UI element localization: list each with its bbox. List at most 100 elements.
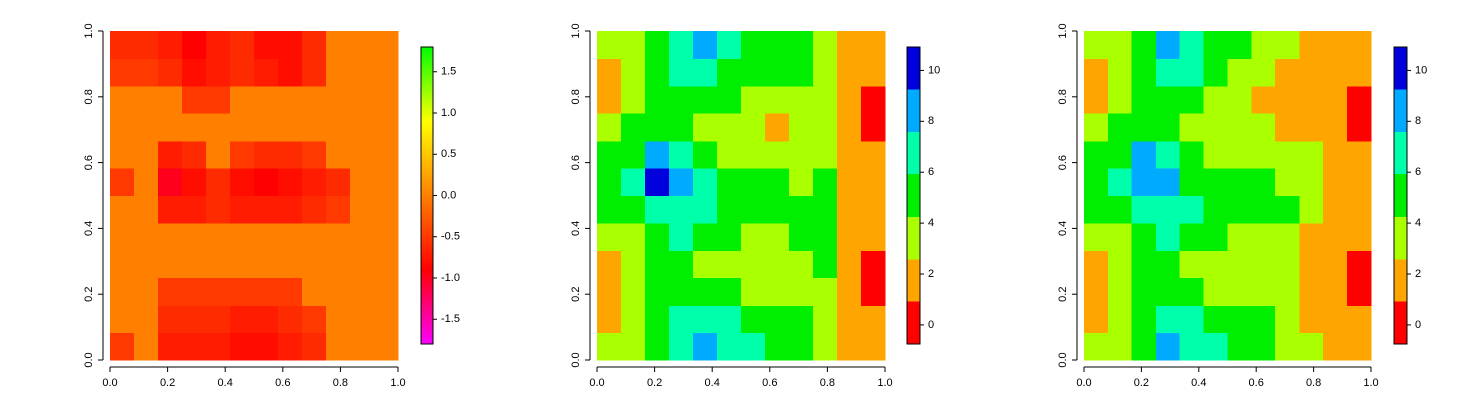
heat-cell	[644, 305, 670, 334]
heat-cell	[597, 250, 622, 279]
heat-cell	[1179, 195, 1205, 224]
heat-cell	[350, 58, 375, 87]
heat-cell	[229, 85, 255, 114]
heat-cell	[1203, 140, 1228, 169]
heat-cell	[741, 332, 766, 361]
colorbar-tick-label: 6	[928, 166, 934, 178]
x-tick-label: 0.4	[705, 377, 720, 389]
heat-cell	[1227, 250, 1253, 279]
heat-cell	[788, 167, 814, 196]
heat-cell	[813, 332, 838, 361]
heat-cell	[669, 195, 694, 224]
heat-cell	[373, 31, 399, 60]
heat-cell	[278, 277, 303, 306]
heat-cell	[860, 195, 886, 224]
colorbar-tick-label: 0	[1415, 319, 1421, 331]
heat-cell	[765, 167, 790, 196]
heat-cell	[693, 113, 718, 142]
heat-cell	[1251, 140, 1276, 169]
heat-cell	[134, 195, 159, 224]
heat-cell	[597, 140, 622, 169]
heat-cell	[765, 195, 790, 224]
heat-cell	[1251, 85, 1276, 114]
heat-cell	[644, 250, 670, 279]
heat-cell	[278, 140, 303, 169]
heat-cell	[1323, 305, 1348, 334]
heat-cell	[110, 305, 135, 334]
x-tick-label: 0.6	[762, 377, 777, 389]
heat-cell	[1299, 58, 1324, 87]
colorbar-frame	[1393, 46, 1408, 345]
heat-cell	[693, 332, 718, 361]
heat-cell	[813, 277, 838, 306]
heat-cell	[301, 85, 327, 114]
heat-cell	[373, 85, 399, 114]
colorbar-tick-label: 10	[1415, 64, 1427, 76]
heat-cell	[1131, 195, 1157, 224]
heatmap	[1084, 31, 1372, 361]
heat-cell	[837, 113, 862, 142]
heat-cell	[157, 250, 183, 279]
x-tick-label: 0.0	[1076, 377, 1091, 389]
heat-cell	[229, 31, 255, 60]
heat-cell	[229, 58, 255, 87]
heat-cell	[326, 167, 351, 196]
heat-cell	[1346, 85, 1372, 114]
heat-cell	[1131, 332, 1157, 361]
heat-cell	[206, 167, 231, 196]
heat-cell	[860, 222, 886, 251]
y-tick-label: 1.0	[1057, 23, 1069, 38]
y-tick-label: 0.8	[83, 89, 95, 104]
heat-cell	[765, 250, 790, 279]
heat-cell	[693, 31, 718, 60]
heat-cell	[1203, 305, 1228, 334]
heat-cell	[1251, 277, 1276, 306]
heat-cell	[278, 85, 303, 114]
heat-cell	[716, 113, 742, 142]
heat-cell	[326, 113, 351, 142]
heat-cell	[373, 58, 399, 87]
heat-cell	[813, 140, 838, 169]
heat-cell	[644, 58, 670, 87]
colorbar-band	[907, 89, 920, 133]
heat-cell	[134, 113, 159, 142]
colorbar-tick-label: 0.5	[441, 148, 456, 160]
heat-cell	[837, 222, 862, 251]
heat-cell	[669, 85, 694, 114]
heat-cell	[1107, 85, 1133, 114]
heat-cell	[693, 305, 718, 334]
heat-cell	[765, 277, 790, 306]
heat-cell	[621, 58, 646, 87]
y-tick-label: 0.4	[1057, 221, 1069, 236]
heat-cell	[788, 58, 814, 87]
heat-cell	[373, 167, 399, 196]
colorbar-gradient-bar	[421, 47, 433, 344]
y-tick-label: 0.6	[83, 155, 95, 170]
heat-cell	[182, 85, 207, 114]
heat-cell	[716, 222, 742, 251]
heat-cell	[860, 277, 886, 306]
heat-cell	[1227, 222, 1253, 251]
colorbar-tick-label: 8	[1415, 115, 1421, 127]
heat-cell	[621, 305, 646, 334]
heat-cell	[1131, 113, 1157, 142]
y-tick-label: 0.0	[1057, 352, 1069, 367]
heat-cell	[229, 277, 255, 306]
heat-cell	[1084, 85, 1109, 114]
heat-cell	[597, 167, 622, 196]
heat-cell	[254, 305, 279, 334]
heat-cell	[693, 85, 718, 114]
heat-cell	[1251, 195, 1276, 224]
heat-cell	[1179, 277, 1205, 306]
heat-cell	[788, 305, 814, 334]
heat-cell	[621, 332, 646, 361]
heat-cell	[693, 195, 718, 224]
heat-cell	[110, 250, 135, 279]
heat-cell	[597, 195, 622, 224]
heat-cell	[644, 222, 670, 251]
heat-cell	[326, 58, 351, 87]
heat-cell	[1275, 332, 1300, 361]
heat-cell	[1251, 58, 1276, 87]
heat-cell	[1179, 140, 1205, 169]
heat-cell	[350, 140, 375, 169]
